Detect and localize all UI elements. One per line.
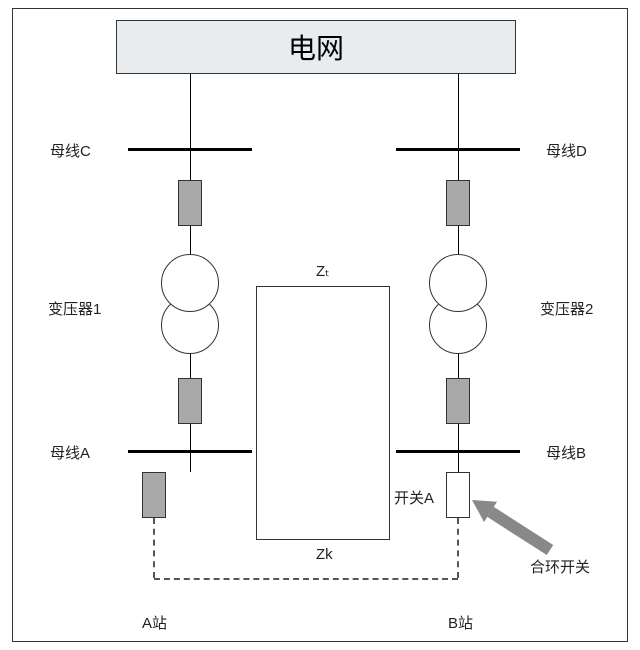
busbar-d	[396, 148, 520, 151]
transformer-2-primary	[429, 254, 487, 312]
busbar-c	[128, 148, 252, 151]
label-ring-switch: 合环开关	[530, 556, 590, 577]
label-bus-b: 母线B	[546, 442, 586, 463]
label-station-b: B站	[448, 612, 473, 633]
line	[458, 424, 459, 450]
label-transformer-2: 变压器2	[540, 298, 593, 319]
line	[458, 350, 459, 378]
dashed-link	[154, 578, 458, 580]
grid-title: 电网	[288, 27, 344, 67]
zt-frame	[256, 286, 390, 540]
breaker-3-left	[142, 472, 166, 518]
diagram-canvas: 电网 母线C 母线D 变压器1 变压器2 Zₜ 母线A 母线B 开关A Zk 合…	[0, 0, 640, 650]
grid-box: 电网	[116, 20, 516, 74]
transformer-1-primary	[161, 254, 219, 312]
busbar-b	[396, 450, 520, 453]
breaker-2-right	[446, 378, 470, 424]
line-dashed	[153, 518, 155, 578]
line	[190, 453, 191, 472]
label-bus-a: 母线A	[50, 442, 90, 463]
line	[190, 350, 191, 378]
label-bus-d: 母线D	[546, 140, 587, 161]
line	[458, 453, 459, 472]
line	[190, 74, 191, 148]
breaker-2-left	[178, 378, 202, 424]
line	[458, 74, 459, 148]
label-station-a: A站	[142, 612, 167, 633]
breaker-1-right	[446, 180, 470, 226]
line	[190, 151, 191, 180]
label-transformer-1: 变压器1	[48, 298, 101, 319]
line	[190, 424, 191, 450]
label-bus-c: 母线C	[50, 140, 91, 161]
breaker-1-left	[178, 180, 202, 226]
line	[458, 151, 459, 180]
busbar-a	[128, 450, 252, 453]
label-zt: Zₜ	[316, 262, 330, 280]
label-zk: Zk	[316, 546, 333, 563]
label-switch-a: 开关A	[394, 487, 434, 508]
